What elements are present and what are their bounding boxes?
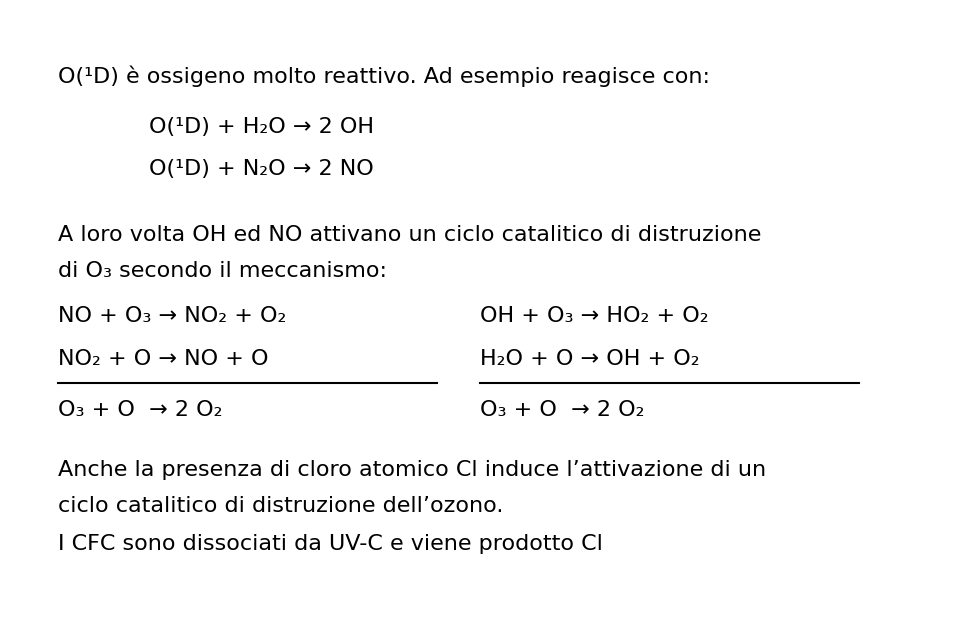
Text: di O₃ secondo il meccanismo:: di O₃ secondo il meccanismo:: [58, 262, 387, 282]
Text: O(¹D) è ossigeno molto reattivo. Ad esempio reagisce con:: O(¹D) è ossigeno molto reattivo. Ad esem…: [58, 65, 709, 87]
Text: ⊕T0l0l: ⊕T0l0l: [5, 6, 40, 16]
Text: O(¹D) + H₂O → 2 OH: O(¹D) + H₂O → 2 OH: [149, 117, 373, 137]
Text: O₃ + O  → 2 O₂: O₃ + O → 2 O₂: [58, 399, 222, 420]
Text: A loro volta OH ed NO attivano un ciclo catalitico di distruzione: A loro volta OH ed NO attivano un ciclo …: [58, 226, 761, 245]
Text: O₃ + O  → 2 O₂: O₃ + O → 2 O₂: [480, 399, 644, 420]
Text: O(¹D) + N₂O → 2 NO: O(¹D) + N₂O → 2 NO: [149, 159, 373, 179]
Text: NO + O₃ → NO₂ + O₂: NO + O₃ → NO₂ + O₂: [58, 307, 286, 326]
Text: H₂O + O → OH + O₂: H₂O + O → OH + O₂: [480, 348, 700, 369]
Text: OH + O₃ → HO₂ + O₂: OH + O₃ → HO₂ + O₂: [480, 307, 708, 326]
Text: Anche la presenza di cloro atomico Cl induce l’attivazione di un: Anche la presenza di cloro atomico Cl in…: [58, 460, 766, 480]
Text: NO₂ + O → NO + O: NO₂ + O → NO + O: [58, 348, 268, 369]
Text: I CFC sono dissociati da UV-C e viene prodotto Cl: I CFC sono dissociati da UV-C e viene pr…: [58, 534, 603, 554]
Text: ciclo catalitico di distruzione dell’ozono.: ciclo catalitico di distruzione dell’ozo…: [58, 496, 503, 516]
